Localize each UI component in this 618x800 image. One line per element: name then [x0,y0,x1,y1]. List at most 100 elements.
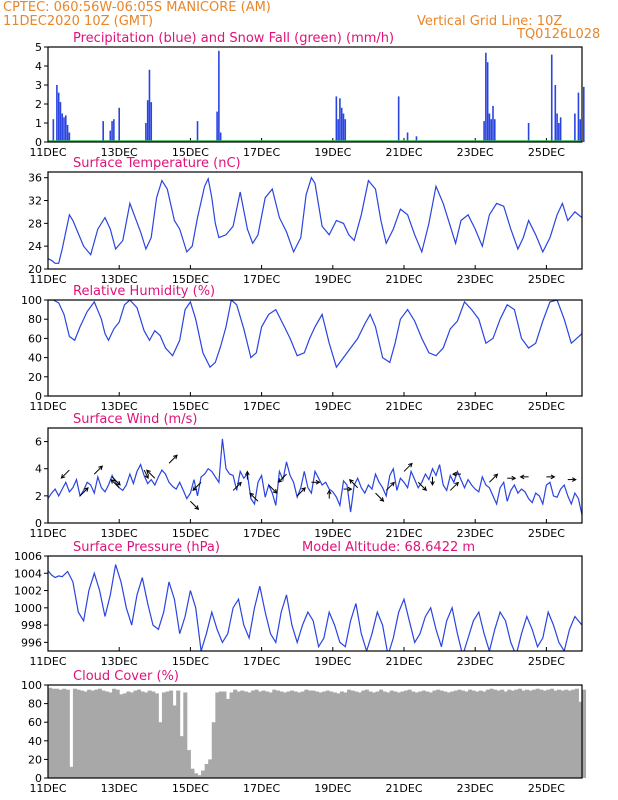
wind-arrow-head [511,475,517,481]
x-tick-label: 13DEC [101,782,138,795]
x-tick-label: 25DEC [528,273,565,286]
cloud-bar [158,722,163,778]
cloud-bar [471,690,476,778]
cloud-bar [325,690,330,778]
cloud-bar [436,689,441,778]
y-tick-label: 996 [21,636,42,649]
header-grid-note: Vertical Grid Line: 10Z [417,14,563,29]
cloud-bar [258,691,263,778]
cloud-bar [404,690,409,778]
cloud-bar [510,690,515,778]
cloud-bar [300,691,305,778]
humidity-panel-title: Relative Humidity (%) [73,284,215,299]
cloud-bar [286,691,291,778]
cloud-bar [546,689,551,778]
cloud-bar [400,691,405,778]
cloud-bar [293,691,298,778]
cloud-bar [396,692,401,778]
cloud-bar [371,692,377,778]
cloud-bar [421,690,426,778]
temperature-panel-title: Surface Temperature (nC) [73,156,241,171]
cloud-bar [265,691,270,778]
precip-bar [63,117,65,142]
cloud-bar [332,692,337,778]
cloud-bar [514,689,519,778]
precip-bar [488,113,491,142]
wind-arrow [403,463,413,472]
cloud-bar [72,688,77,778]
wind-arrow-head [379,497,385,502]
cloud-bar [254,689,259,778]
wind-arrow-head [277,478,283,483]
wind-arrow [192,481,202,491]
precip-bar [492,105,494,142]
wind-arrow-head [422,486,427,492]
x-tick-label: 21DEC [385,273,422,286]
cloud-bar [425,691,430,778]
cloud-bar [364,689,369,778]
wind-line [48,438,582,516]
wind-panel-title: Surface Wind (m/s) [73,412,197,427]
cloud-bar [564,689,569,778]
cloud-bar [165,691,170,778]
wind-arrow [417,481,427,491]
x-tick-label: 23DEC [457,527,494,540]
cloud-bar [453,690,458,778]
cloud-bar [414,692,419,778]
wind-panel-frame [47,427,583,524]
y-tick-label: 0 [35,772,42,785]
cloud-bar [208,759,213,778]
cloud-bar [532,689,537,778]
cloud-bar [482,691,487,778]
cloud-bar [411,691,416,778]
precip-bar [556,113,558,142]
wind-arrow [110,479,120,489]
humidity-panel-frame [47,299,583,397]
cloud-bar [354,691,359,778]
wind-arrow-head [451,471,457,477]
precip-bar [339,98,341,142]
precip-bar [109,130,112,142]
precip-bar [397,96,400,142]
cloud-bar [87,689,92,778]
precip-bar [56,85,58,142]
header-run-time: 11DEC2020 10Z (GMT) [3,14,154,29]
precip-bar [490,119,493,142]
x-tick-label: 13DEC [101,527,138,540]
cloud-bar [80,690,85,778]
precip-bar [342,113,345,142]
x-tick-label: 11DEC [29,782,66,795]
precip-bar [68,132,71,142]
precip-bar [344,119,347,142]
x-tick-label: 11DEC [29,146,66,159]
cloud-bar [489,688,494,778]
cloud-bar [350,690,355,778]
pressure-panel-frame [47,555,583,652]
wind-arrow [111,476,121,486]
x-tick-label: 15DEC [172,146,209,159]
wind-arrow [79,487,89,497]
cloud-bar [108,692,113,778]
cloud-bar [525,689,530,778]
precip-bar [493,119,496,142]
cloud-bar [190,768,195,778]
precip-bar [337,119,339,142]
x-tick-label: 23DEC [457,400,494,413]
cloud-bar [503,691,508,778]
wind-arrow [375,492,384,502]
cloud-bar [460,690,466,778]
cloud-bar [329,691,334,778]
cloud-bar [250,690,255,778]
cloud-bar [567,690,572,778]
cloud-bar [507,689,512,778]
cloud-bar [279,691,284,778]
precip-bar [554,85,557,142]
cloud-bar [62,688,67,778]
precip-bar [148,69,151,142]
cloud-bar [101,690,106,778]
cloud-bar [268,692,273,778]
x-tick-label: 23DEC [457,782,494,795]
cloud-bar [122,693,127,778]
cloud-bar [115,689,120,778]
y-tick-label: 3 [35,79,42,92]
